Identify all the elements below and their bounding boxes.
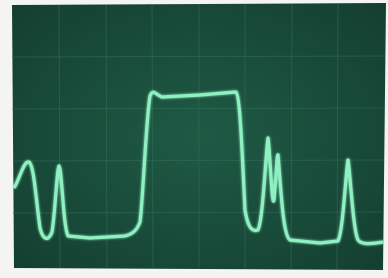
- oscilloscope-photo: [0, 0, 388, 278]
- page: [0, 0, 388, 278]
